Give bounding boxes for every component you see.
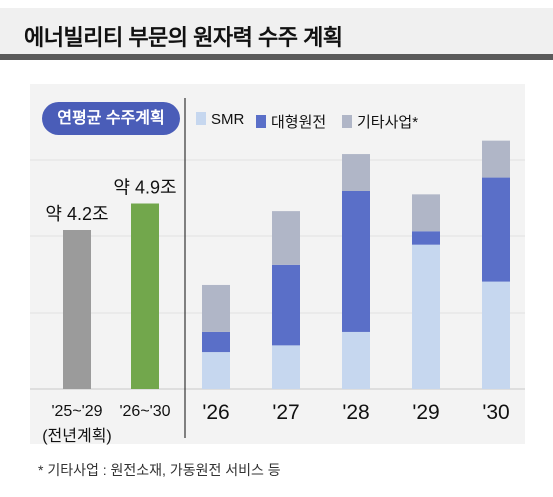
legend-label-smr: SMR xyxy=(211,111,245,128)
year-tick-label-3: '29 xyxy=(412,401,439,424)
stack-bar-4-series-0 xyxy=(482,281,510,389)
annual-tick-sublabel-0: (전년계획) xyxy=(42,427,112,445)
legend-swatch-smr xyxy=(196,112,206,125)
year-tick-label-2: '28 xyxy=(342,401,369,424)
stack-bar-3-series-2 xyxy=(412,194,440,232)
annual-bar-1 xyxy=(131,203,159,389)
legend-label-other: 기타사업* xyxy=(357,114,419,131)
legend-swatch-other xyxy=(342,115,352,128)
stack-bar-0-series-1 xyxy=(202,331,230,353)
legend-item-large: 대형원전 xyxy=(256,111,326,132)
year-tick-label-0: '26 xyxy=(202,401,229,424)
legend-label-large: 대형원전 xyxy=(271,114,327,131)
annual-bar-label-0: 약 4.2조 xyxy=(45,204,108,224)
stack-bar-2-series-0 xyxy=(342,331,370,389)
page-title: 에너빌리티 부문의 원자력 수주 계획 xyxy=(24,25,343,50)
annual-average-tag: 연평균 수주계획 xyxy=(42,102,180,135)
annual-bar-0 xyxy=(63,230,91,389)
stack-bar-3-series-0 xyxy=(412,244,440,389)
page-header: 에너빌리티 부문의 원자력 수주 계획 xyxy=(0,8,553,60)
stack-bar-4-series-2 xyxy=(482,140,510,178)
stack-bar-1-series-0 xyxy=(272,345,300,389)
year-tick-label-1: '27 xyxy=(272,401,299,424)
annual-tick-label-0: '25~'29 xyxy=(51,403,102,420)
stack-bar-0-series-2 xyxy=(202,284,230,332)
year-tick-label-4: '30 xyxy=(482,401,509,424)
stack-bar-2-series-1 xyxy=(342,190,370,332)
stack-bar-1-series-1 xyxy=(272,264,300,346)
stack-bar-3-series-1 xyxy=(412,231,440,245)
stack-bar-1-series-2 xyxy=(272,211,300,265)
annual-tick-label-1: '26~'30 xyxy=(119,403,170,420)
annual-bar-label-1: 약 4.9조 xyxy=(113,178,176,198)
legend-swatch-large xyxy=(256,115,266,128)
stack-bar-0-series-0 xyxy=(202,352,230,389)
legend-item-other: 기타사업* xyxy=(342,111,418,132)
legend-item-smr: SMR xyxy=(196,111,244,128)
footnote: * 기타사업 : 원전소재, 가동원전 서비스 등 xyxy=(38,462,281,478)
stack-bar-2-series-2 xyxy=(342,154,370,191)
stack-bar-4-series-1 xyxy=(482,177,510,282)
